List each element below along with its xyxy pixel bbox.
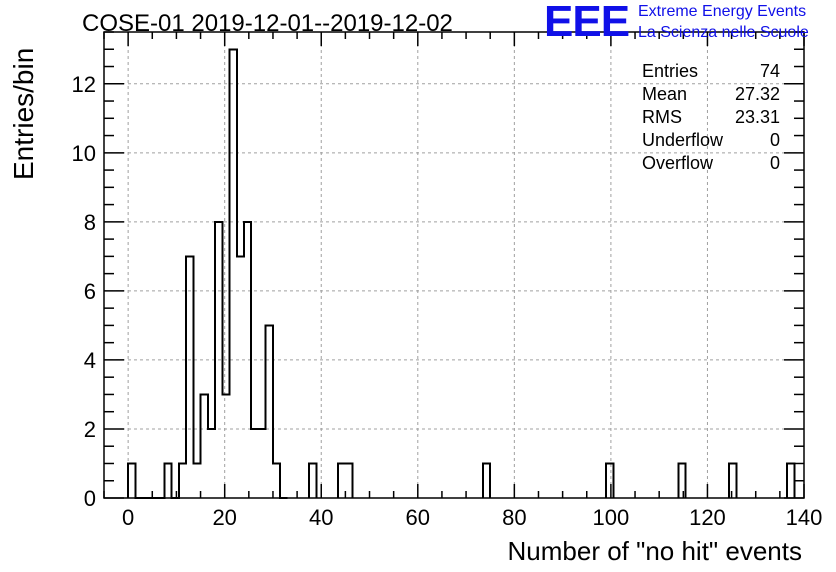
stats-label: Mean xyxy=(642,84,688,104)
histogram-bin xyxy=(258,429,265,498)
histogram-bin xyxy=(606,463,613,498)
histogram-bin xyxy=(338,463,345,498)
stats-row-overflow: Overflow 0 xyxy=(642,152,780,175)
histogram-bin xyxy=(678,463,685,498)
histogram-bin xyxy=(244,222,251,498)
histogram-bin xyxy=(128,463,135,498)
histogram-bin xyxy=(483,463,490,498)
histogram-outline xyxy=(127,48,796,499)
stats-value: 23.31 xyxy=(734,107,780,127)
stats-box: Entries 74 Mean 27.32 RMS 23.31 Underflo… xyxy=(642,60,780,175)
y-tick-label: 4 xyxy=(84,348,96,373)
y-tick-label: 6 xyxy=(84,279,96,304)
stats-row-underflow: Underflow 0 xyxy=(642,129,780,152)
y-tick-label: 10 xyxy=(72,141,96,166)
histogram-bin xyxy=(266,325,273,498)
stats-value: 74 xyxy=(759,61,780,81)
x-tick-label: 60 xyxy=(406,505,430,530)
histogram-bin xyxy=(237,256,244,498)
x-tick-label: 40 xyxy=(309,505,333,530)
x-tick-label: 0 xyxy=(122,505,134,530)
histogram-bin xyxy=(179,463,186,498)
y-tick-label: 2 xyxy=(84,417,96,442)
histogram-bin xyxy=(729,463,736,498)
histogram-bin xyxy=(787,463,794,498)
stats-label: RMS xyxy=(642,107,682,127)
plot-frame xyxy=(103,31,805,499)
chart-title: COSE-01 2019-12-01--2019-12-02 xyxy=(82,10,453,37)
histogram-bin xyxy=(230,49,237,498)
histogram-bin xyxy=(164,463,171,498)
stats-row-entries: Entries 74 xyxy=(642,60,780,83)
x-tick-label: 100 xyxy=(593,505,630,530)
stats-label: Entries xyxy=(642,61,699,81)
histogram-bin xyxy=(309,463,316,498)
stats-label: Overflow xyxy=(642,153,714,173)
x-tick-label: 80 xyxy=(502,505,526,530)
x-tick-label: 120 xyxy=(689,505,726,530)
histogram-bin xyxy=(186,256,193,498)
histogram-bin xyxy=(273,463,280,498)
stats-row-mean: Mean 27.32 xyxy=(642,83,780,106)
y-tick-label: 8 xyxy=(84,210,96,235)
y-tick-label: 0 xyxy=(84,486,96,511)
stats-label: Underflow xyxy=(642,130,724,150)
histogram-bin xyxy=(345,463,352,498)
histogram-bin xyxy=(215,222,222,498)
eee-logo-line2: La Scienza nelle Scuole xyxy=(638,24,809,41)
histogram-bin xyxy=(251,429,258,498)
stats-value: 27.32 xyxy=(734,84,780,104)
x-tick-label: 20 xyxy=(212,505,236,530)
eee-logo-line1: Extreme Energy Events xyxy=(638,3,807,20)
stats-value: 0 xyxy=(769,153,780,173)
eee-logo-letters: EEE xyxy=(544,0,630,46)
histogram-bin xyxy=(201,394,208,498)
histogram-bin xyxy=(193,463,200,498)
x-axis-label: Number of "no hit" events xyxy=(507,536,803,566)
stats-value: 0 xyxy=(769,130,780,150)
y-tick-label: 12 xyxy=(72,72,96,97)
stats-row-rms: RMS 23.31 xyxy=(642,106,780,129)
y-axis-label: Entries/bin xyxy=(8,47,39,180)
histogram-bin xyxy=(222,394,229,498)
x-tick-label: 140 xyxy=(786,505,823,530)
histogram-bin xyxy=(208,429,215,498)
